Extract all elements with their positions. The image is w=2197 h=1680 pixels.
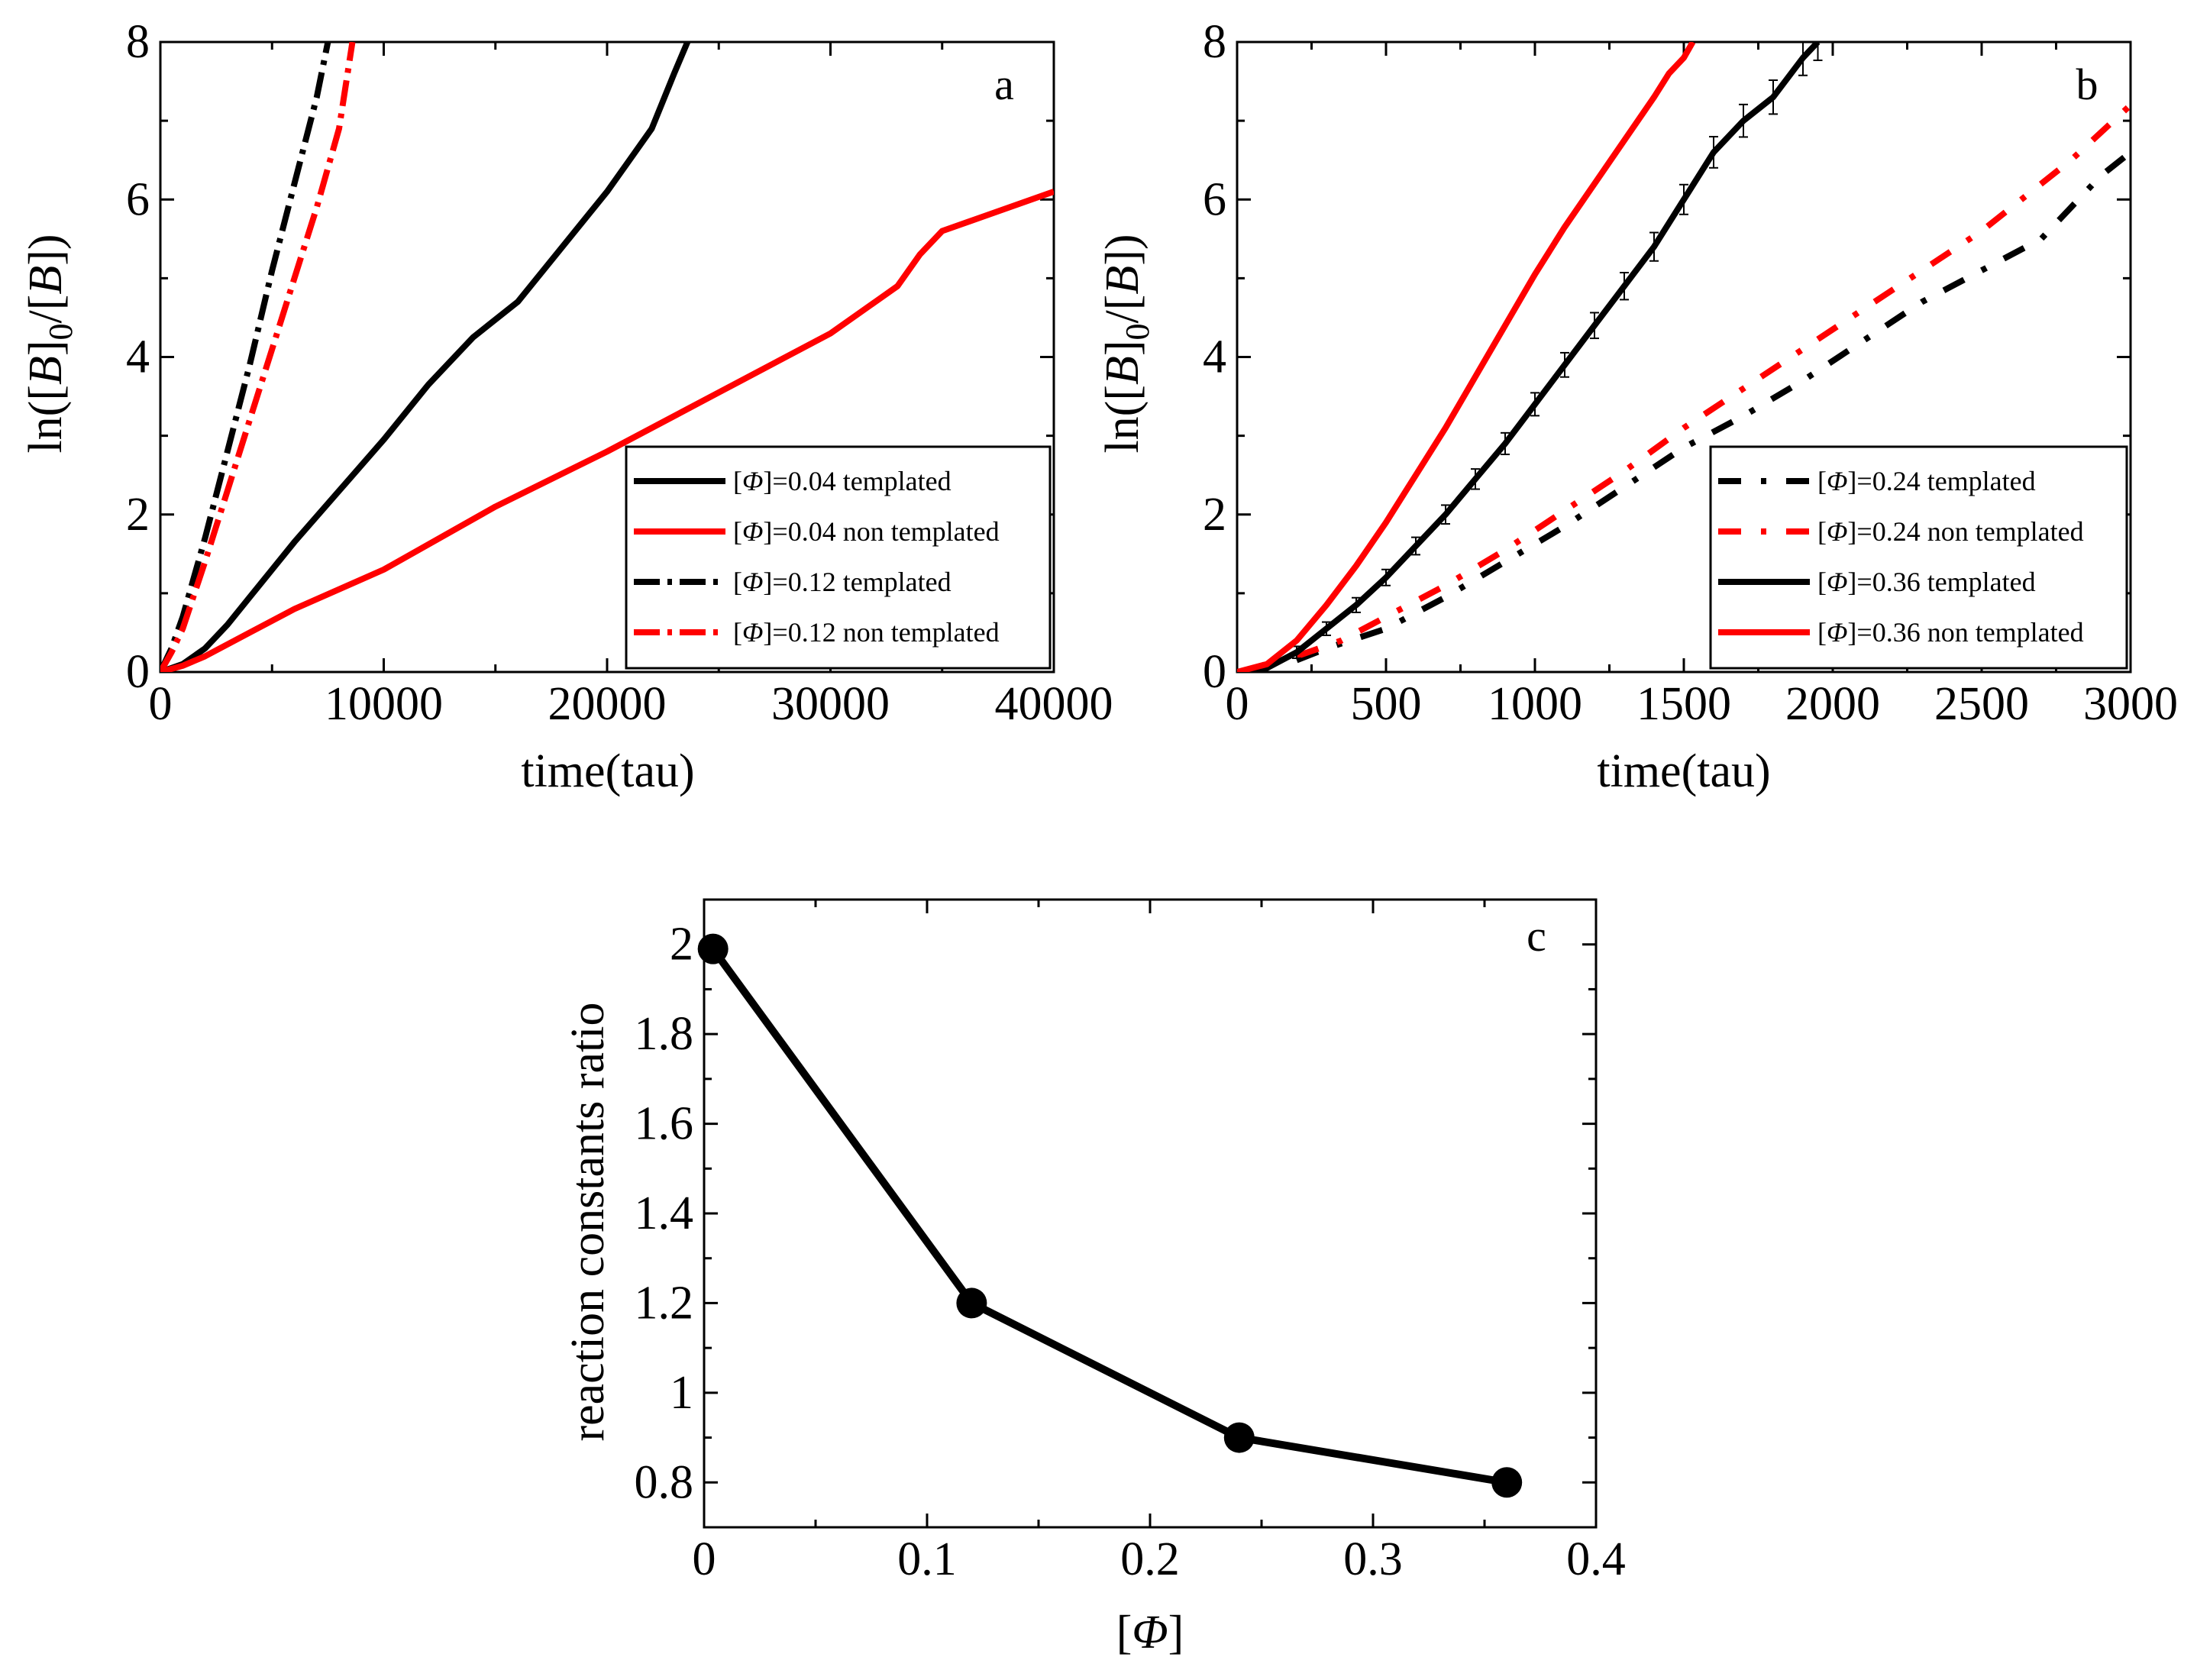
panel-b-ytick-label: 0	[1203, 646, 1226, 698]
panel-a-series-3-line	[160, 42, 356, 672]
panel-a-series-0-line	[160, 42, 690, 672]
panel-b-ytick-label: 6	[1203, 173, 1226, 225]
panel-b-xtick-label: 3000	[2083, 678, 2178, 730]
panel-b-xtick-label: 2500	[1934, 678, 2029, 730]
panel-a-xtick-label: 0	[149, 678, 173, 730]
panel-a-legend-label-0-phi: Φ	[742, 466, 763, 496]
panel-b-legend-label-2-rest: ]=0.36 templated	[1847, 567, 2035, 597]
panel-c-series-0-line	[709, 946, 1508, 1487]
panel-b-legend-label-3: [Φ]=0.36 non templated	[1817, 617, 2084, 648]
panel-b-letter: b	[2076, 60, 2098, 109]
panel-b-legend-label-1-open: [	[1817, 516, 1827, 547]
panel-b-legend-label-2: [Φ]=0.36 templated	[1817, 567, 2036, 597]
panel-c-xtick-label: 0	[693, 1533, 716, 1585]
panel-a-series-1-line	[160, 189, 1054, 672]
panel-a-letter: a	[994, 60, 1014, 109]
panel-c-ytick-label: 0.8	[635, 1456, 694, 1508]
panel-b-ytick-label: 8	[1203, 16, 1226, 68]
panel-c-ytick-label: 1.4	[635, 1187, 694, 1239]
panel-c-data	[709, 946, 1508, 1487]
panel-c-xtick-label: 0.1	[897, 1533, 957, 1585]
panel-a-legend-label-0-open: [	[733, 466, 742, 496]
panel-c-series-0-point	[1223, 1422, 1255, 1453]
panel-b-ytick-label: 2	[1203, 489, 1226, 541]
panel-c-xtick-label: 0.2	[1120, 1533, 1180, 1585]
panel-b-legend-label-2-phi: Φ	[1827, 567, 1847, 597]
panel-a-xlabel: time(tau)	[521, 745, 694, 797]
panel-a-xtick-label: 10000	[325, 678, 443, 730]
panel-b-legend-label-0-phi: Φ	[1827, 466, 1847, 496]
panel-a-data	[160, 42, 1054, 672]
panel-a-legend-label-2-rest: ]=0.12 templated	[763, 567, 951, 597]
panel-b-xlabel: time(tau)	[1597, 745, 1770, 797]
panel-b-legend-label-0-open: [	[1817, 466, 1827, 496]
panel-b-legend-label-2-open: [	[1817, 567, 1827, 597]
panel-b-data	[1237, 42, 2131, 672]
panel-c-xlabel: [Φ]	[1116, 1607, 1184, 1659]
panel-a-legend-label-2-phi: Φ	[742, 567, 763, 597]
panel-c: reaction constants ratio [Φ] c 0 0.1 0.2 0.…	[562, 898, 1626, 1659]
panel-b-xtick-label: 2000	[1785, 678, 1880, 730]
panel-b-legend-label-0: [Φ]=0.24 templated	[1817, 466, 2036, 496]
panel-a-legend-label-3-open: [	[733, 617, 742, 648]
panel-a-ytick-label: 0	[126, 646, 150, 698]
panel-b: ln([B]0/[B]) time(tau) b 0 500 1000 1500 200…	[1097, 16, 2178, 797]
panel-a-legend-label-1-phi: Φ	[742, 516, 763, 547]
panel-c-series-0-point	[956, 1287, 987, 1319]
panel-a-legend-label-0-rest: ]=0.04 templated	[763, 466, 951, 496]
panel-a-xtick-label: 40000	[995, 678, 1113, 730]
panel-c-ytick-label: 1.2	[635, 1277, 694, 1329]
panel-b-ytick-label: 4	[1203, 331, 1226, 383]
panel-b-xtick-label: 1000	[1488, 678, 1582, 730]
panel-a-xtick-label: 20000	[548, 678, 667, 730]
panel-a-legend-label-0: [Φ]=0.04 templated	[733, 466, 951, 496]
panel-b-legend-label-1: [Φ]=0.24 non templated	[1817, 516, 2084, 547]
panel-b-legend-label-1-rest: ]=0.24 non templated	[1847, 516, 2083, 547]
panel-a-ytick-label: 2	[126, 489, 150, 541]
panel-b-legend-label-3-rest: ]=0.36 non templated	[1847, 617, 2083, 648]
panel-c-ylabel: reaction constants ratio	[562, 1002, 614, 1441]
panel-a-legend-label-3: [Φ]=0.12 non templated	[733, 617, 1000, 648]
panel-a: ln([B]0/[B]) time(tau) a 0 10000 20000 3000…	[20, 16, 1113, 797]
panel-c-ytick-label: 2	[670, 919, 693, 971]
panel-a-legend-label-2-open: [	[733, 567, 742, 597]
panel-a-legend-label-1: [Φ]=0.04 non templated	[733, 516, 1000, 547]
panel-a-ylabel: ln([B]0/[B])	[20, 234, 79, 453]
panel-c-ytick-label: 1.6	[635, 1098, 694, 1150]
panel-c-letter: c	[1527, 911, 1546, 961]
panel-a-legend-label-3-rest: ]=0.12 non templated	[763, 617, 999, 648]
panel-a-ytick-label: 6	[126, 173, 150, 225]
panel-a-ytick-label: 8	[126, 16, 150, 68]
panel-a-legend-label-1-rest: ]=0.04 non templated	[763, 516, 999, 547]
panel-c-series-0-point	[1491, 1467, 1523, 1498]
panel-b-legend-label-3-open: [	[1817, 617, 1827, 648]
panel-b-xtick-label: 1500	[1636, 678, 1731, 730]
panel-a-xtick-label: 30000	[771, 678, 890, 730]
panel-c-series-0-point	[697, 933, 729, 964]
panel-a-legend-label-1-open: [	[733, 516, 742, 547]
panel-b-ylabel: ln([B]0/[B])	[1097, 234, 1156, 453]
panel-b-xtick-label: 0	[1226, 678, 1249, 730]
panel-b-series-3-line	[1237, 42, 1696, 672]
panel-c-xtick-label: 0.4	[1566, 1533, 1626, 1585]
panel-b-xtick-label: 500	[1351, 678, 1422, 730]
panel-a-legend-label-3-phi: Φ	[742, 617, 763, 648]
panel-c-ytick-label: 1.8	[635, 1008, 694, 1060]
panel-a-series-2-line	[160, 42, 331, 672]
panel-b-legend-label-1-phi: Φ	[1827, 516, 1847, 547]
panel-a-legend-label-2: [Φ]=0.12 templated	[733, 567, 951, 597]
panel-a-ytick-label: 4	[126, 331, 150, 383]
panel-b-legend-label-0-rest: ]=0.24 templated	[1847, 466, 2035, 496]
panel-b-series-0-line	[1295, 150, 2131, 664]
panel-b-legend-label-3-phi: Φ	[1827, 617, 1847, 648]
panel-c-ytick-label: 1	[670, 1367, 693, 1419]
panel-b-series-1-line	[1295, 102, 2131, 660]
panel-c-xtick-label: 0.3	[1343, 1533, 1403, 1585]
